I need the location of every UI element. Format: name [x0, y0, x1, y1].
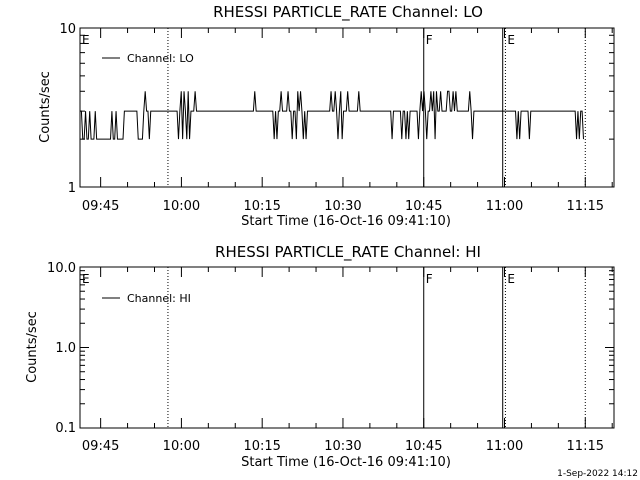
x-ticks-lo: 09:45 10:00 10:15 10:30 10:45 11:00 11:15	[82, 28, 613, 214]
x-tick-label: 10:45	[405, 439, 442, 454]
event-marker-label: F	[426, 33, 433, 47]
panel-lo: RHESSI PARTICLE_RATE Channel: LO 09:45 10…	[38, 3, 615, 229]
x-tick-label: 09:45	[82, 439, 119, 454]
x-axis-label-hi: Start Time (16-Oct-16 09:41:10)	[241, 455, 451, 470]
x-tick-label: 11:15	[567, 439, 604, 454]
y-tick-label-hi-0.1: 0.1	[55, 421, 76, 436]
x-tick-label: 10:00	[163, 199, 200, 214]
chart-title-hi: RHESSI PARTICLE_RATE Channel: HI	[215, 243, 481, 262]
footer-timestamp: 1-Sep-2022 14:12	[557, 469, 638, 479]
y-tick-label-lo-10: 10	[59, 22, 76, 37]
x-tick-label: 09:45	[82, 199, 119, 214]
x-tick-label: 10:15	[243, 199, 280, 214]
y-tick-label-hi-1: 1.0	[55, 341, 76, 356]
x-tick-label: 10:15	[243, 439, 280, 454]
y-tick-label-lo-1: 1	[68, 181, 76, 196]
legend-hi: Channel: HI	[102, 292, 191, 305]
y-axis-label-lo: Counts/sec	[38, 71, 53, 143]
legend-label-lo: Channel: LO	[127, 52, 194, 65]
event-marker-label: E	[507, 33, 515, 47]
x-tick-label: 10:30	[324, 439, 361, 454]
y-tick-label-hi-10: 10.0	[47, 261, 76, 276]
x-axis-label-lo: Start Time (16-Oct-16 09:41:10)	[241, 214, 451, 229]
x-tick-label: 10:45	[405, 199, 442, 214]
x-tick-label: 11:15	[567, 199, 604, 214]
plot-frame-lo	[79, 27, 615, 188]
y-ticks-lo	[80, 27, 614, 188]
panel-hi: RHESSI PARTICLE_RATE Channel: HI 09:45 10…	[25, 243, 615, 470]
x-ticks-hi: 09:45 10:00 10:15 10:30 10:45 11:00 11:15	[82, 267, 613, 454]
x-tick-label: 10:00	[163, 439, 200, 454]
y-ticks-hi	[80, 266, 614, 429]
x-tick-label: 10:30	[324, 199, 361, 214]
x-tick-label: 11:00	[486, 439, 523, 454]
event-marker-label: E	[82, 272, 90, 286]
event-marker-label: E	[507, 272, 515, 286]
x-tick-label: 11:00	[486, 199, 523, 214]
chart-title-lo: RHESSI PARTICLE_RATE Channel: LO	[213, 3, 483, 22]
event-marker-label: F	[426, 272, 433, 286]
y-axis-label-hi: Counts/sec	[25, 311, 40, 383]
legend-label-hi: Channel: HI	[127, 292, 191, 305]
series-line-lo	[80, 90, 584, 140]
event-marker-label: E	[82, 33, 90, 47]
legend-lo: Channel: LO	[102, 52, 194, 65]
